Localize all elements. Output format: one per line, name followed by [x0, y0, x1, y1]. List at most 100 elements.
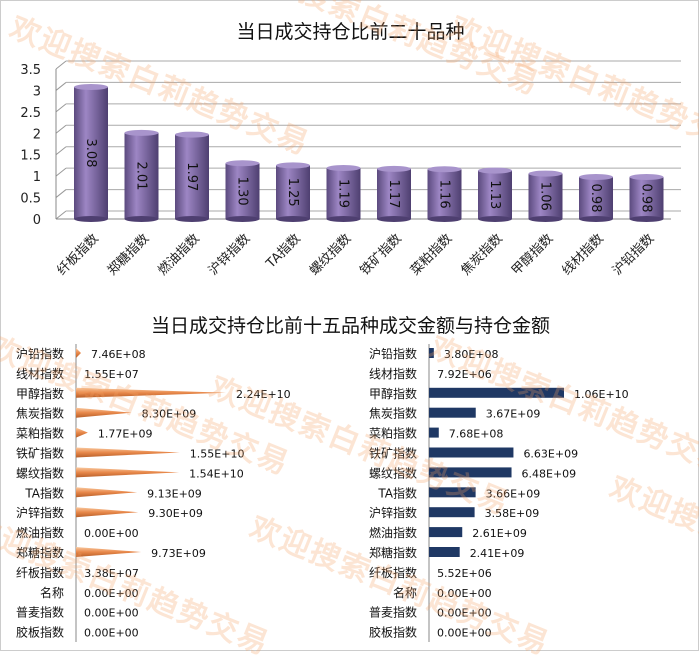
data-label: 6.48E+09 [522, 467, 577, 480]
x-tick-label: TA指数 [263, 231, 304, 272]
cone-bar [76, 487, 138, 498]
bar-top [74, 84, 108, 90]
bar-top [326, 165, 361, 171]
category-label: TA指数 [24, 485, 64, 500]
grid-diag [55, 124, 67, 134]
bottom-chart-title: 当日成交持仓比前十五品种成交金额与持仓金额 [150, 315, 550, 337]
data-label: 7.92E+06 [437, 368, 492, 381]
data-label: 0.00E+00 [84, 627, 139, 640]
grid-diag [55, 146, 67, 156]
data-label: 3.67E+09 [486, 408, 541, 421]
x-tick-label: 线材指数 [559, 231, 606, 278]
cone-bar [76, 387, 226, 398]
category-label: 郑糖指数 [16, 545, 64, 560]
y-tick-label: 1 [33, 170, 41, 185]
cone-bar [76, 348, 81, 358]
x-tick-label: 郑糖指数 [104, 231, 152, 279]
bar-top [629, 174, 664, 180]
category-label: 焦炭指数 [16, 406, 64, 421]
category-label: 甲醇指数 [16, 386, 64, 401]
bar [276, 165, 310, 219]
y-tick-label: 1.5 [20, 149, 41, 164]
x-tick-label: 纤板指数 [54, 231, 101, 278]
data-label: 2.41E+09 [470, 547, 525, 560]
data-label: 2.61E+09 [472, 527, 527, 540]
bar [429, 407, 476, 418]
category-label: 名称 [40, 585, 64, 600]
bar [429, 487, 476, 498]
bar [74, 87, 108, 219]
y-tick-label: 2 [33, 127, 41, 142]
cone-bar [76, 507, 139, 518]
bar [175, 134, 209, 219]
bar [225, 163, 260, 219]
bar-base [478, 216, 512, 222]
bar [429, 507, 475, 518]
data-label: 0.98 [588, 184, 603, 213]
data-label: 0.00E+00 [437, 627, 492, 640]
bar [429, 547, 460, 557]
bar-top [427, 166, 462, 173]
x-tick-label: 甲醇指数 [508, 231, 556, 279]
category-label: 线材指数 [16, 366, 64, 381]
category-label: 郑糖指数 [369, 545, 417, 560]
cone-bar [76, 467, 180, 478]
category-label: 甲醇指数 [369, 386, 417, 401]
bar [478, 170, 512, 219]
data-label: 1.30 [235, 177, 250, 206]
data-label: 0.00E+00 [84, 527, 139, 540]
x-tick-label: 铁矿指数 [357, 231, 404, 278]
data-label: 6.63E+09 [523, 448, 578, 461]
bar [427, 169, 462, 219]
bar-top [478, 167, 512, 174]
data-label: 9.73E+09 [151, 547, 206, 560]
category-label: 菜粕指数 [16, 426, 64, 441]
bar-base [175, 216, 209, 222]
category-label: 燃油指数 [369, 525, 417, 540]
bar-base [629, 216, 664, 222]
bar-base [326, 216, 361, 222]
data-label: 9.13E+09 [147, 487, 202, 500]
top-chart-title: 当日成交持仓比前二十品种 [236, 21, 465, 43]
y-tick-label: 2.5 [20, 106, 41, 121]
data-label: 3.66E+09 [486, 487, 541, 500]
category-label: 沪锌指数 [16, 505, 64, 520]
category-label: 沪锌指数 [369, 505, 417, 520]
bar-top [124, 129, 159, 136]
x-tick-label: 沪锌指数 [205, 231, 253, 279]
bar-base [579, 216, 613, 222]
y-tick-label: 0.5 [20, 192, 41, 207]
category-label: TA指数 [377, 485, 417, 500]
bar-top [175, 131, 209, 138]
data-label: 0.00E+00 [437, 607, 492, 620]
bar-base [124, 216, 159, 222]
data-label: 1.77E+09 [98, 428, 153, 441]
grid-diag [55, 60, 67, 70]
data-label: 7.68E+08 [449, 428, 504, 441]
category-label: 纤板指数 [369, 565, 417, 580]
bar [326, 168, 361, 219]
data-label: 1.97 [184, 162, 199, 191]
bar-top [579, 174, 613, 180]
x-tick-label: 燃油指数 [155, 231, 203, 279]
data-label: 1.06E+10 [574, 388, 629, 401]
category-label: 焦炭指数 [369, 406, 417, 421]
x-tick-label: 螺纹指数 [307, 231, 354, 278]
data-label: 1.06 [538, 182, 553, 211]
category-label: 铁矿指数 [369, 446, 417, 461]
category-label: 胶板指数 [369, 625, 417, 640]
bar-top [225, 160, 260, 167]
data-label: 3.58E+09 [485, 507, 540, 520]
x-tick-label: 沪铅指数 [609, 231, 657, 279]
grid-diag [55, 189, 67, 198]
data-label: 3.80E+08 [444, 348, 499, 361]
grid-diag [55, 167, 67, 177]
data-label: 8.30E+09 [142, 408, 197, 421]
category-label: 铁矿指数 [16, 446, 64, 461]
bar [377, 168, 411, 219]
bar-base [276, 216, 310, 222]
data-label: 2.01 [134, 161, 149, 190]
bar [579, 177, 613, 219]
bar-base [225, 216, 260, 222]
